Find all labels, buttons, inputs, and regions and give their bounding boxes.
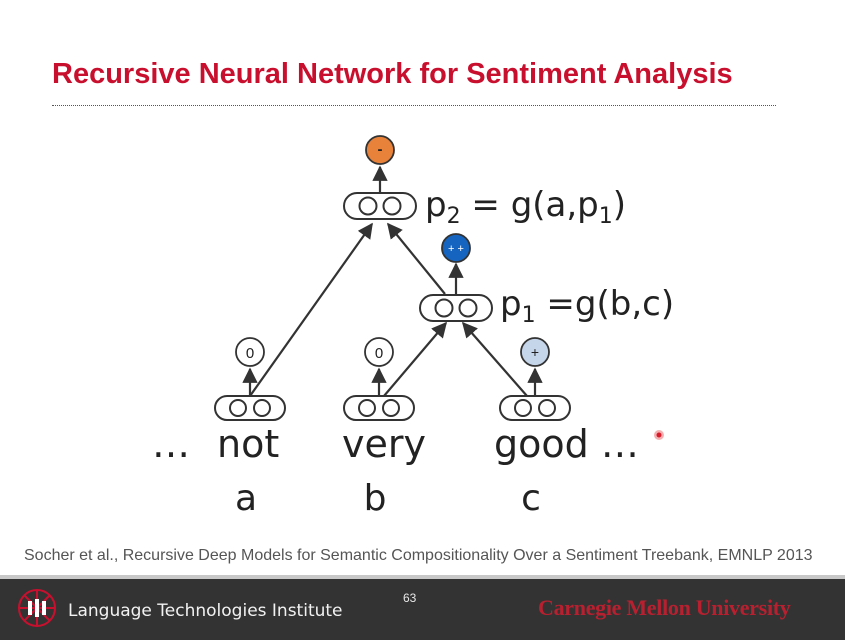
edge-not-to-p2 [249,222,373,397]
slide-title: Recursive Neural Network for Sentiment A… [52,58,733,90]
university-name: Carnegie Mellon University [538,595,791,620]
sentiment-node-p2 [365,135,395,165]
node-vector-p2 [343,192,417,220]
word-very: very [342,422,426,466]
footer-divider [0,575,845,579]
laser-pointer-icon [654,430,664,440]
equation-p2: p2 = g(a,p1) [425,185,626,229]
sentiment-node-not [235,337,265,367]
word-not: not [217,422,279,466]
edge-good-to-p1 [461,321,528,397]
rnn-tree-diagram: 0 0 + + + - p2 = g(a,p1) p1 =g(b,c) … no… [152,135,674,519]
variable-b: b [364,478,387,519]
page-number: 63 [403,591,417,605]
sentiment-node-good [520,337,550,367]
sentiment-node-p1 [441,233,471,263]
equation-p1: p1 =g(b,c) [500,284,674,328]
sentiment-label-not: 0 [246,345,254,362]
sentiment-label-p2: - [378,141,383,158]
footer-bar: Language Technologies Institute 63 Carne… [0,575,845,640]
sentiment-label-good: + [531,344,539,360]
variable-c: c [521,478,541,519]
sentiment-label-very: 0 [375,345,383,362]
citation-text: Socher et al., Recursive Deep Models for… [24,547,813,564]
word-ellipsis-left: … [152,422,190,466]
sentiment-node-very [364,337,394,367]
lti-logo-icon [18,589,56,627]
word-good: good … [494,422,639,466]
institute-name: Language Technologies Institute [68,601,343,621]
node-vector-p1 [419,294,493,322]
node-vector-not [214,395,286,421]
title-divider [52,105,776,106]
sentiment-label-p1: + + [448,243,464,255]
variable-a: a [235,478,257,519]
node-vector-good [499,395,571,421]
edge-very-to-p1 [383,321,447,397]
node-vector-very [343,395,415,421]
edge-p1-to-p2 [387,222,446,295]
